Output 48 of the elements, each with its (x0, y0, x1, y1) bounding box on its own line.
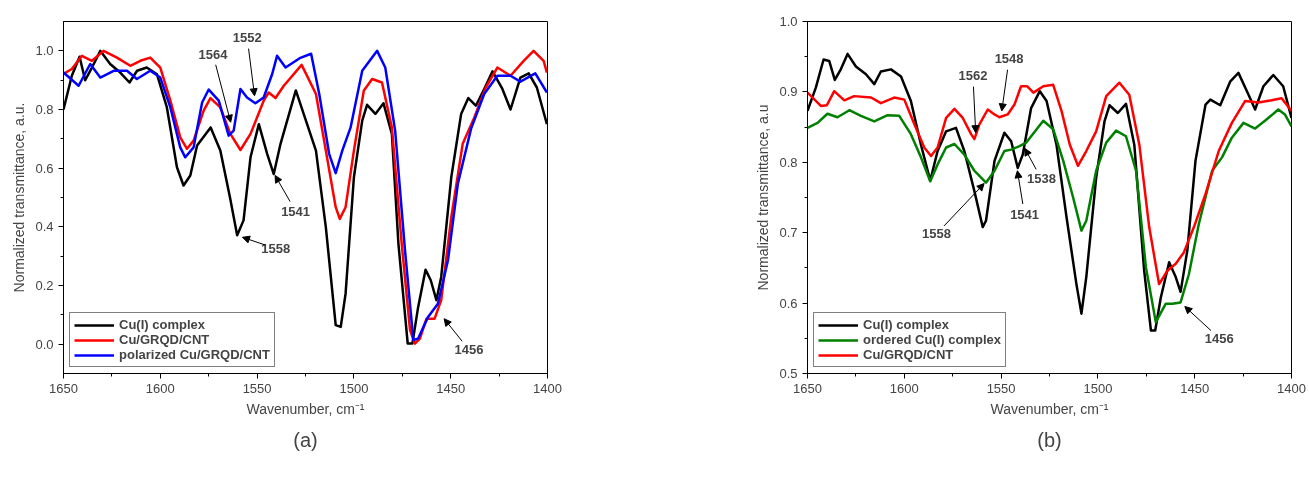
y-tick-label: 0.2 (35, 278, 54, 293)
y-tick-label: 1.0 (35, 43, 54, 59)
y-tick-label: 0.0 (35, 336, 54, 352)
line-series (807, 81, 1292, 286)
legend-label: Cu(I) complex (863, 317, 949, 332)
annotation: 1456 (454, 342, 484, 358)
x-tick-label: 1400 (533, 380, 562, 396)
y-tick-label: 0.7 (779, 225, 798, 241)
y-axis-title: Normalized transmittance, a.u (755, 104, 772, 291)
y-tick-label: 0.8 (35, 102, 54, 117)
annotation: 1538 (1026, 171, 1056, 187)
x-tick-label: 1450 (1180, 380, 1210, 396)
x-tick-label: 1400 (1277, 380, 1306, 396)
annotation: 1562 (958, 68, 988, 84)
x-tick-label: 1550 (986, 380, 1016, 396)
annotation: 1541 (281, 203, 311, 219)
text: (a) (293, 428, 318, 451)
x-axis-title: Wavenumber, cm⁻¹ (246, 400, 365, 417)
x-tick-label: 1500 (1083, 380, 1113, 396)
annotation: 1558 (922, 226, 952, 242)
x-tick-label: 1600 (889, 380, 919, 396)
legend-label: polarized Cu/GRQD/CNT (119, 347, 270, 362)
y-tick-label: 0.9 (779, 84, 798, 100)
annotation: 1548 (994, 51, 1024, 67)
y-tick-label: 0.6 (779, 295, 798, 311)
x-tick-label: 1650 (49, 380, 78, 396)
x-tick-label: 1600 (145, 380, 175, 396)
x-axis-title: Wavenumber, cm⁻¹ (990, 400, 1109, 417)
legend-label: Cu(I) complex (119, 317, 205, 332)
y-tick-label: 0.8 (779, 154, 798, 170)
annotation: 1558 (261, 241, 291, 257)
y-axis-title: Normalized transmittance, a.u. (11, 102, 28, 293)
y-tick-label: 0.6 (35, 160, 54, 176)
legend-label: Cu/GRQD/CNT (863, 347, 954, 362)
x-tick-label: 1650 (793, 380, 822, 396)
y-tick-label: 1.0 (779, 14, 798, 29)
annotation: 1552 (232, 30, 262, 46)
annotation: 1564 (198, 46, 229, 62)
x-tick-label: 1550 (242, 380, 272, 396)
x-tick-label: 1500 (339, 380, 369, 396)
y-tick-label: 0.4 (35, 219, 54, 235)
y-tick-label: 0.5 (779, 366, 798, 381)
legend-label: Cu/GRQD/CNT (119, 332, 210, 347)
annotation: 1541 (1010, 207, 1040, 223)
text: (b) (1037, 428, 1062, 451)
annotation: 1456 (1204, 330, 1234, 346)
legend-label: ordered Cu(I) complex (863, 332, 1001, 347)
x-tick-label: 1450 (436, 380, 466, 396)
